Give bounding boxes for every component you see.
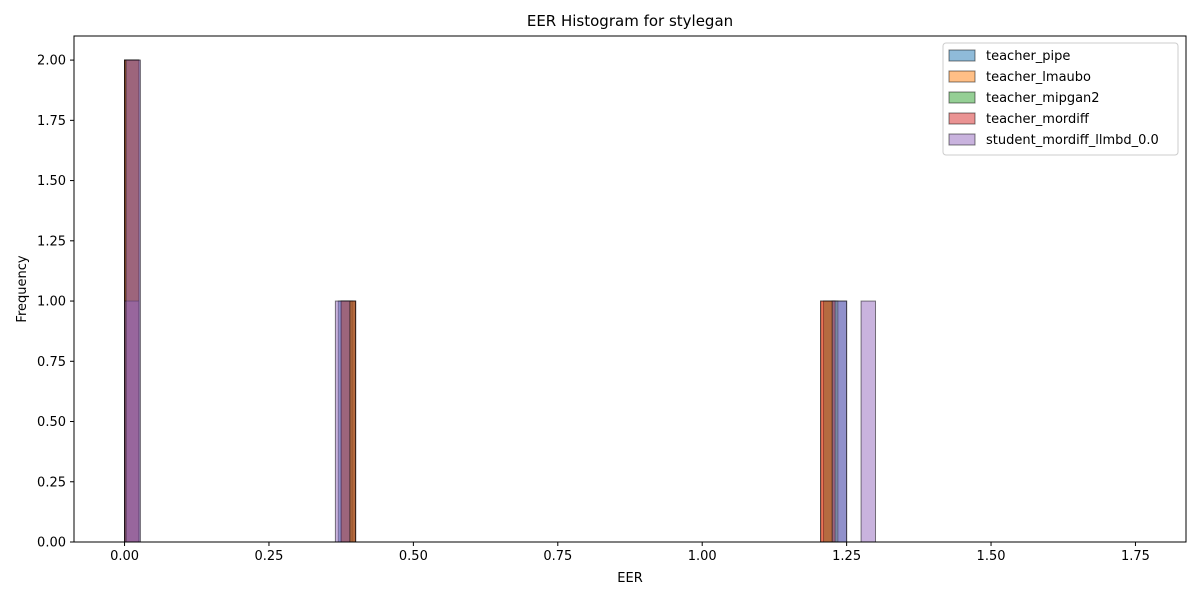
y-tick-label: 0.00	[37, 536, 66, 551]
x-tick-label: 1.25	[832, 549, 861, 564]
x-tick-label: 0.75	[543, 549, 572, 564]
x-tick-label: 0.25	[254, 549, 283, 564]
legend: teacher_pipe teacher_lmaubo teacher_mipgan…	[942, 42, 1179, 156]
legend-swatch-teacher_lmaubo	[948, 70, 976, 83]
y-axis-ticks: 0.00 0.25 0.50 0.75 1.00 1.25 1.50 1.75 2.00	[37, 54, 74, 551]
x-tick-label: 0.00	[110, 549, 139, 564]
x-axis-ticks: 0.00 0.25 0.50 0.75 1.00 1.25 1.50 1.75	[110, 542, 1150, 564]
bar-student_mordiff_llmbd_0.0-4	[860, 300, 877, 543]
x-axis-label: EER	[617, 571, 642, 586]
chart-title: EER Histogram for stylegan	[527, 12, 733, 30]
x-tick-label: 1.00	[688, 549, 717, 564]
legend-label-teacher_pipe: teacher_pipe	[986, 49, 1070, 64]
y-tick-label: 2.00	[37, 54, 66, 69]
legend-label-teacher_mordiff: teacher_mordiff	[986, 112, 1090, 127]
legend-label-teacher_mipgan2: teacher_mipgan2	[986, 91, 1100, 106]
bar-student_mordiff_llmbd_0.0-3	[831, 300, 848, 543]
y-tick-label: 1.50	[37, 174, 66, 189]
x-tick-label: 1.75	[1121, 549, 1150, 564]
x-tick-label: 0.50	[399, 549, 428, 564]
y-axis-label: Frequency	[15, 255, 30, 322]
x-tick-label: 1.50	[977, 549, 1006, 564]
y-tick-label: 1.75	[37, 114, 66, 129]
legend-swatch-student_mordiff_llmbd_0.0	[948, 133, 976, 146]
y-tick-label: 0.25	[37, 475, 66, 490]
legend-label-student_mordiff_llmbd_0.0: student_mordiff_llmbd_0.0	[986, 133, 1159, 148]
y-tick-label: 0.50	[37, 415, 66, 430]
plot-frame	[73, 35, 1187, 543]
legend-label-teacher_lmaubo: teacher_lmaubo	[986, 70, 1091, 85]
legend-frame	[942, 42, 1179, 156]
legend-swatch-teacher_mipgan2	[948, 91, 976, 104]
y-tick-label: 1.00	[37, 295, 66, 310]
legend-swatch-teacher_mordiff	[948, 112, 976, 125]
legend-swatch-teacher_pipe	[948, 49, 976, 62]
y-tick-label: 1.25	[37, 234, 66, 249]
bar-student_mordiff_llmbd_0.0-2	[334, 300, 351, 543]
bar-student_mordiff_llmbd_0.0-1	[125, 59, 141, 543]
y-tick-label: 0.75	[37, 355, 66, 370]
bars-layer	[124, 59, 877, 543]
